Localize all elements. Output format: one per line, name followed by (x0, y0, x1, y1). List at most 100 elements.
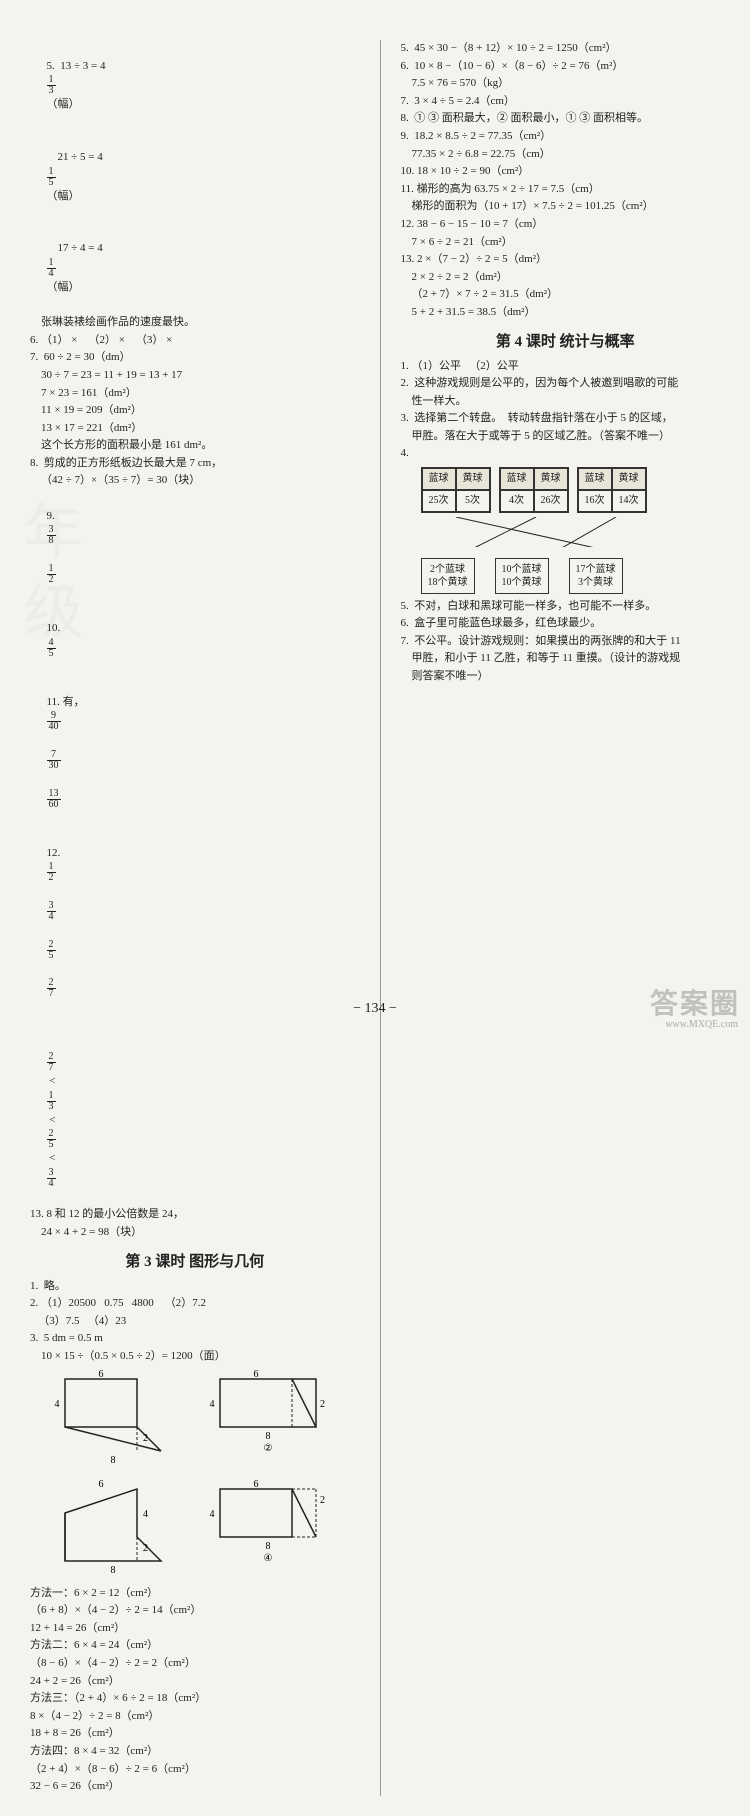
s4q7c: 则答案不唯一） (401, 668, 731, 686)
s4q2b: 性一样大。 (401, 393, 731, 411)
svg-text:6: 6 (254, 1369, 259, 1380)
box1: 2个蓝球 18个黄球 (421, 558, 475, 594)
s4q3a: 3. 选择第二个转盘。 转动转盘指针落在小于 5 的区域， (401, 410, 731, 428)
box-line: 17个蓝球 (576, 563, 616, 576)
m5: 24 + 2 = 26（cm²） (30, 1673, 360, 1691)
page-number: − 134 − (0, 1001, 750, 1017)
fraction: 25 (47, 940, 56, 961)
q8-1: （42 ÷ 7）×（35 ÷ 7）= 30（块） (30, 472, 360, 490)
svg-text:6: 6 (99, 1479, 104, 1490)
svg-text:8: 8 (266, 1431, 271, 1442)
r11b: 梯形的面积为（10 + 17）× 7.5 ÷ 2 = 101.25（cm²） (401, 198, 731, 216)
m4: （8 − 6）×（4 − 2）÷ 2 = 2（cm²） (30, 1655, 360, 1673)
s4q1: 1. （1）公平 （2）公平 (401, 358, 731, 376)
r9a: 9. 18.2 × 8.5 ÷ 2 = 77.35（cm²） (401, 128, 731, 146)
table-pair-3: 蓝球 黄球 16次 14次 (577, 467, 647, 513)
r13c: （2 + 7）× 7 ÷ 2 = 31.5（dm²） (401, 286, 731, 304)
space (47, 773, 53, 785)
q7-3: 11 × 19 = 209（dm²） (30, 402, 360, 420)
svg-text:6: 6 (99, 1369, 104, 1380)
left-column: 5. 13 ÷ 3 = 4 13 （幅） 21 ÷ 5 = 4 15 （幅） 1… (30, 40, 360, 1796)
figures-row1: 6 4 2 8 ① 6 4 2 8 ② (50, 1369, 350, 1464)
m6: 方法三：（2 + 4）× 6 ÷ 2 = 18（cm²） (30, 1690, 360, 1708)
section3-title: 第 3 课时 图形与几何 (30, 1250, 360, 1274)
s4q7a: 7. 不公平。设计游戏规则：如果摸出的两张牌的和大于 11 (401, 633, 731, 651)
svg-text:6: 6 (254, 1479, 259, 1490)
r7: 7. 3 × 4 ÷ 5 = 2.4（cm） (401, 93, 731, 111)
q7-1: 30 ÷ 7 = 23 = 11 + 19 = 13 + 17 (30, 367, 360, 385)
s3-2: （3）7.5 （4）23 (30, 1313, 360, 1331)
q4-table: 蓝球 黄球 25次 5次 蓝球 黄球 4次 26次 (421, 467, 731, 513)
s3-4: 10 × 15 ÷（0.5 × 0.5 ÷ 2）= 1200（面） (30, 1348, 360, 1366)
m8: 18 + 8 = 26（cm²） (30, 1725, 360, 1743)
svg-text:④: ④ (264, 1553, 273, 1564)
fraction: 1360 (47, 789, 61, 810)
q5-line2: 21 ÷ 5 = 4 15 （幅） (30, 131, 360, 222)
lt: < (47, 1114, 59, 1126)
lt: < (47, 1075, 59, 1087)
space (47, 963, 53, 975)
svg-text:8: 8 (111, 1455, 116, 1464)
column-divider (380, 40, 381, 1796)
matching-lines (421, 517, 681, 547)
s3-3: 3. 5 dm = 0.5 m (30, 1330, 360, 1348)
m9: 方法四：8 × 4 = 32（cm²） (30, 1743, 360, 1761)
unit: （幅） (47, 98, 80, 110)
s4q4: 4. (401, 445, 731, 463)
cell-header: 黄球 (456, 468, 490, 490)
q7-2: 7 × 23 = 161（dm²） (30, 385, 360, 403)
space (47, 924, 53, 936)
r11a: 11. 梯形的高为 63.75 × 2 ÷ 17 = 7.5（cm） (401, 181, 731, 199)
text: 11. 有， (47, 696, 85, 708)
cell-header: 蓝球 (422, 468, 456, 490)
svg-text:4: 4 (210, 1509, 215, 1520)
m10: （2 + 4）×（8 − 6）÷ 2 = 6（cm²） (30, 1761, 360, 1779)
cell: 14次 (612, 490, 646, 512)
q5-line1: 5. 13 ÷ 3 = 4 13 （幅） (30, 40, 360, 131)
lt: < (47, 1152, 59, 1164)
page-container: 5. 13 ÷ 3 = 4 13 （幅） 21 ÷ 5 = 4 15 （幅） 1… (0, 0, 750, 1816)
q7-5: 这个长方形的面积最小是 161 dm²。 (30, 437, 360, 455)
table-pair-2: 蓝球 黄球 4次 26次 (499, 467, 569, 513)
box-line: 10个黄球 (502, 576, 542, 589)
box-line: 3个黄球 (576, 576, 616, 589)
r13d: 5 + 2 + 31.5 = 38.5（dm²） (401, 304, 731, 322)
cell: 4次 (500, 490, 534, 512)
q12a: 12. 12 34 25 27 (30, 827, 360, 1017)
space (47, 885, 53, 897)
fraction: 940 (47, 711, 61, 732)
fraction: 34 (47, 1168, 56, 1189)
unit: （幅） (47, 190, 80, 202)
svg-text:②: ② (264, 1443, 273, 1454)
r5: 5. 45 × 30 −（8 + 12）× 10 ÷ 2 = 1250（cm²） (401, 40, 731, 58)
fraction: 14 (47, 258, 56, 279)
m0: 方法一：6 × 2 = 12（cm²） (30, 1585, 360, 1603)
r9b: 77.35 × 2 ÷ 6.8 = 22.75（cm） (401, 146, 731, 164)
fraction: 15 (47, 167, 56, 188)
r10: 10. 18 × 10 ÷ 2 = 90（cm²） (401, 163, 731, 181)
box2: 10个蓝球 10个黄球 (495, 558, 549, 594)
svg-text:8: 8 (266, 1541, 271, 1552)
background-watermark: 年级 (5, 500, 92, 660)
svg-text:2: 2 (143, 1433, 148, 1444)
box-line: 18个黄球 (428, 576, 468, 589)
right-column: 5. 45 × 30 −（8 + 12）× 10 ÷ 2 = 1250（cm²）… (401, 40, 731, 1796)
svg-text:2: 2 (320, 1495, 325, 1506)
q5-line3: 17 ÷ 4 = 4 14 （幅） (30, 223, 360, 314)
cell: 16次 (578, 490, 612, 512)
watermark-text: 答案圈 (650, 982, 740, 1022)
fraction: 13 (47, 75, 56, 96)
m11: 32 − 6 = 26（cm²） (30, 1778, 360, 1796)
text: 5. 13 ÷ 3 = 4 (47, 60, 106, 72)
q6: 6. （1） × （2） × （3） × (30, 332, 360, 350)
cell: 26次 (534, 490, 568, 512)
s4q6: 6. 盒子里可能蓝色球最多，红色球最少。 (401, 615, 731, 633)
r8: 8. ① ③ 面积最大，② 面积最小，① ③ 面积相等。 (401, 110, 731, 128)
svg-text:8: 8 (111, 1565, 116, 1574)
q13-1: 24 × 4 + 2 = 98（块） (30, 1224, 360, 1242)
q12b: 27 < 13 < 25 < 34 (30, 1017, 360, 1207)
table-pair-1: 蓝球 黄球 25次 5次 (421, 467, 491, 513)
q7-0: 7. 60 ÷ 2 = 30（dm） (30, 349, 360, 367)
r13a: 13. 2 ×（7 − 2）÷ 2 = 5（dm²） (401, 251, 731, 269)
cell: 25次 (422, 490, 456, 512)
